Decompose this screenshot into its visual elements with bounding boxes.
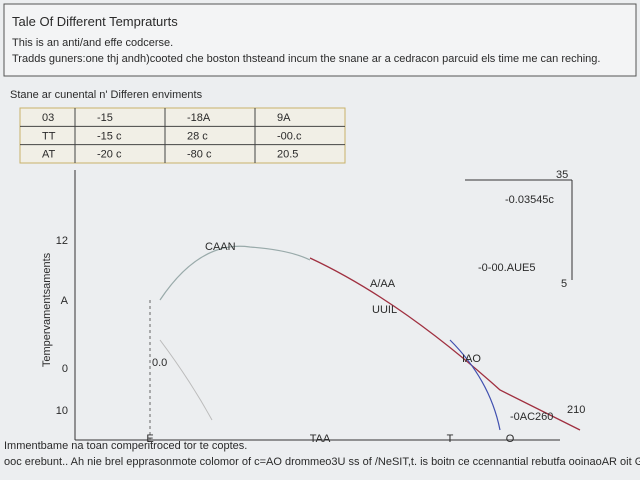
chart: Tempervamentsaments	[41, 170, 581, 441]
table-frame	[19, 107, 346, 164]
x-label: O	[506, 433, 515, 445]
annotation: -0AC260	[510, 411, 553, 423]
header-box	[3, 3, 637, 77]
annotation: 35	[556, 169, 568, 181]
table-cell: AT	[42, 149, 56, 161]
table-cell: -15 c	[97, 130, 122, 142]
header-line: Tradds guners:one thj andh)cooted che bo…	[12, 53, 600, 65]
y-label: 0	[62, 363, 68, 375]
annotation: 210	[567, 404, 585, 416]
curve	[309, 257, 581, 431]
header-line: This is an anti/and effe codcerse.	[12, 37, 173, 49]
table-cell: -20 c	[97, 149, 122, 161]
table-caption: Stane ar cunental n' Differen enviments	[10, 89, 203, 101]
x-label: E	[146, 433, 153, 445]
annotation: -0.03545c	[505, 194, 554, 206]
annotation: A/AA	[370, 278, 396, 290]
annotation: 5	[561, 278, 567, 290]
y-label: 10	[56, 405, 68, 417]
table-cell: -18A	[187, 112, 211, 124]
curve	[449, 339, 501, 431]
table-cell: -00.c	[277, 130, 302, 142]
title: Tale Of Different Tempraturts	[12, 14, 178, 29]
annotation: UUIL	[372, 304, 397, 316]
footer-line: Immentbame na toan comperitroced tor te …	[4, 440, 247, 452]
table-cell: -80 c	[187, 149, 212, 161]
table-cell: 03	[42, 112, 54, 124]
table-cell: 20.5	[277, 149, 298, 161]
table	[19, 107, 346, 164]
table-cell: -15	[97, 112, 113, 124]
footer-line: ooc erebunt.. Ah nie brel epprasonmote c…	[4, 456, 640, 468]
annotation: 0.0	[152, 357, 167, 369]
y-label: A	[61, 295, 69, 307]
y-axis-title: Tempervamentsaments	[41, 252, 53, 367]
x-label: T	[447, 433, 454, 445]
x-label: TAA	[310, 433, 331, 445]
table-cell: 9A	[277, 112, 291, 124]
table-cell: 28 c	[187, 130, 208, 142]
y-label: 12	[56, 235, 68, 247]
annotation: IAO	[462, 353, 481, 365]
annotation: -0-00.AUE5	[478, 262, 535, 274]
table-cell: TT	[42, 130, 56, 142]
curve	[159, 245, 311, 301]
curve	[159, 339, 213, 421]
annotation: CAAN	[205, 241, 236, 253]
